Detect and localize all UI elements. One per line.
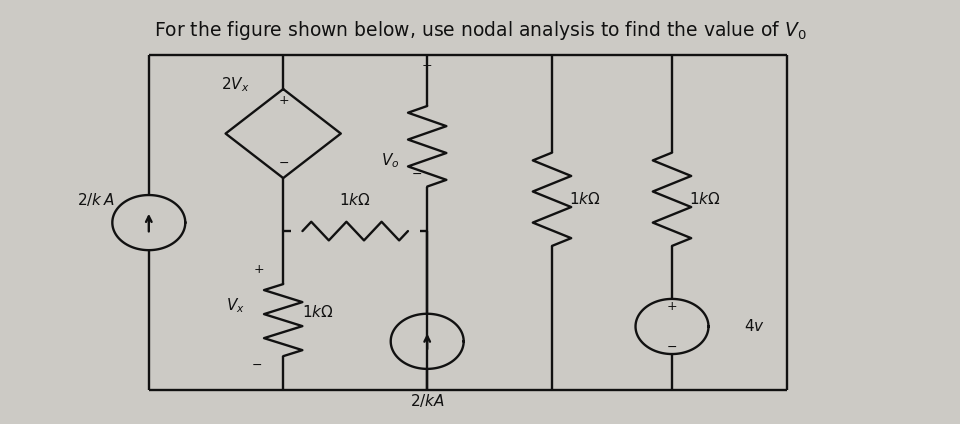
Text: $2/k\,A$: $2/k\,A$ (77, 191, 115, 208)
Text: $2/kA$: $2/kA$ (410, 392, 444, 409)
Text: $-$: $-$ (277, 156, 289, 168)
Text: $-$: $-$ (666, 340, 678, 353)
Text: $1k\Omega$: $1k\Omega$ (340, 192, 371, 208)
Text: $V_x$: $V_x$ (226, 296, 245, 315)
Text: $1k\Omega$: $1k\Omega$ (302, 304, 334, 320)
Text: $V_o$: $V_o$ (381, 152, 399, 170)
Text: $2V_x$: $2V_x$ (221, 75, 250, 94)
Text: $1k\Omega$: $1k\Omega$ (569, 191, 601, 207)
Text: For the figure shown below, use nodal analysis to find the value of $V_0$: For the figure shown below, use nodal an… (154, 19, 806, 42)
Text: +: + (278, 94, 290, 107)
Text: +: + (421, 59, 433, 72)
Text: $4v$: $4v$ (744, 318, 765, 335)
Text: $-$: $-$ (411, 167, 422, 180)
Text: +: + (253, 263, 265, 276)
Text: $-$: $-$ (251, 358, 262, 371)
Text: +: + (666, 300, 678, 312)
Text: $1k\Omega$: $1k\Omega$ (689, 191, 721, 207)
